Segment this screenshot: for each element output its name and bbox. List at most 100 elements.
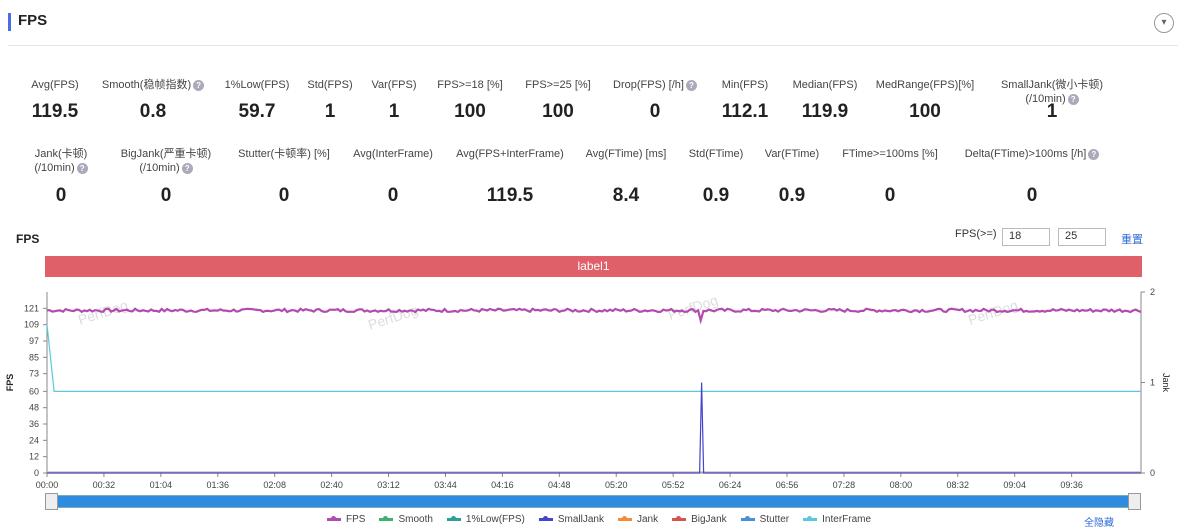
help-icon[interactable]: ? bbox=[1067, 94, 1079, 105]
legend-item-smooth[interactable]: Smooth bbox=[379, 514, 433, 525]
x-tick-label: 04:48 bbox=[548, 480, 571, 490]
x-tick-label: 06:24 bbox=[719, 480, 742, 490]
fps-threshold-input-1[interactable]: 18 bbox=[1002, 228, 1050, 246]
metric-metrics_row1-11: SmallJank(微小卡顿) (/10min)? 1 bbox=[972, 78, 1132, 122]
metric-label: Var(FPS) bbox=[371, 79, 417, 91]
metric-label: Avg(FTime) [ms] bbox=[585, 148, 667, 160]
metric-metrics_row2-2: Stutter(卡顿率) [%] 0 bbox=[204, 147, 364, 206]
legend-swatch bbox=[446, 515, 461, 521]
legend-item-1-low-fps-[interactable]: 1%Low(FPS) bbox=[446, 514, 525, 525]
time-range-slider[interactable] bbox=[48, 495, 1138, 508]
hide-all-button[interactable]: 全隐藏 bbox=[1084, 518, 1114, 528]
y2-axis-title: Jank bbox=[1161, 373, 1171, 393]
series-interframe-line bbox=[46, 324, 1141, 392]
x-tick-label: 05:52 bbox=[662, 480, 685, 490]
metric-metrics_row1-1: Smooth(稳帧指数)? 0.8 bbox=[73, 78, 233, 122]
metric-value: 0.8 bbox=[139, 101, 167, 122]
legend-swatch bbox=[672, 515, 687, 521]
panel-title: FPS bbox=[18, 12, 48, 29]
y-tick-label: 12 bbox=[29, 452, 39, 462]
metric-value: 100 bbox=[909, 101, 941, 122]
series-smalljank-line bbox=[47, 382, 1141, 474]
metric-label: Stutter(卡顿率) [%] bbox=[238, 148, 330, 160]
metric-metrics_row1-5: FPS>=18 [%] 100 bbox=[390, 78, 550, 122]
metric-label: Std(FTime) bbox=[688, 148, 744, 160]
metric-metrics_row1-6: FPS>=25 [%] 100 bbox=[478, 78, 638, 122]
chevron-down-icon[interactable]: ▾ bbox=[1154, 13, 1174, 33]
chart-title: FPS bbox=[16, 232, 40, 246]
legend-swatch bbox=[327, 515, 341, 521]
metric-metrics_row1-4: Var(FPS) 1 bbox=[314, 78, 474, 122]
x-tick-label: 03:44 bbox=[434, 480, 457, 490]
metric-label: BigJank(严重卡顿) (/10min)? bbox=[120, 148, 212, 174]
y-tick-label: 73 bbox=[29, 369, 39, 379]
slider-handle-left[interactable] bbox=[45, 493, 58, 510]
legend-item-bigjank[interactable]: BigJank bbox=[672, 514, 727, 525]
metric-label: Drop(FPS) [/h]? bbox=[575, 78, 735, 92]
x-tick-label: 06:56 bbox=[776, 480, 799, 490]
legend-item-stutter[interactable]: Stutter bbox=[740, 514, 789, 525]
metric-value: 0 bbox=[649, 101, 661, 122]
fps-threshold-input-2[interactable]: 25 bbox=[1058, 228, 1106, 246]
metric-value: 0 bbox=[884, 185, 896, 206]
metric-value: 1 bbox=[324, 101, 336, 122]
metric-label: Smooth(稳帧指数)? bbox=[73, 78, 233, 92]
metric-metrics_row2-0: Jank(卡顿) (/10min)? 0 bbox=[0, 147, 141, 206]
metric-metrics_row2-1: BigJank(严重卡顿) (/10min)? 0 bbox=[86, 147, 246, 206]
legend-item-smalljank[interactable]: SmallJank bbox=[538, 514, 604, 525]
legend-swatch bbox=[538, 515, 553, 521]
y2-tick-label: 2 bbox=[1150, 287, 1155, 297]
metric-value: 0 bbox=[160, 185, 172, 206]
metric-label: Var(FTime) bbox=[764, 148, 820, 160]
metric-metrics_row1-9: Median(FPS) 119.9 bbox=[745, 78, 905, 122]
slider-handle-right[interactable] bbox=[1128, 493, 1141, 510]
help-icon[interactable]: ? bbox=[181, 163, 193, 174]
x-tick-label: 01:36 bbox=[207, 480, 230, 490]
metric-value: 0 bbox=[1026, 185, 1038, 206]
y2-tick-label: 1 bbox=[1150, 378, 1155, 388]
metric-metrics_row1-7: Drop(FPS) [/h]? 0 bbox=[575, 78, 735, 122]
legend-swatch bbox=[617, 515, 632, 521]
metric-value: 1 bbox=[1046, 101, 1058, 122]
watermark-text: PerfDog bbox=[366, 302, 420, 333]
metric-metrics_row2-5: Avg(FTime) [ms] 8.4 bbox=[546, 147, 706, 206]
y2-tick-label: 0 bbox=[1150, 468, 1155, 478]
metric-value: 1 bbox=[388, 101, 400, 122]
fps-panel-header: FPS ▾ bbox=[8, 8, 1178, 46]
legend-item-fps[interactable]: FPS bbox=[327, 514, 365, 525]
metric-value: 119.9 bbox=[801, 101, 849, 122]
chart-legend: FPS Smooth 1%Low(FPS) SmallJank Jank BigJank S… bbox=[327, 514, 885, 528]
legend-swatch bbox=[803, 515, 818, 521]
metric-value: 8.4 bbox=[612, 185, 640, 206]
help-icon[interactable]: ? bbox=[685, 80, 697, 91]
x-tick-label: 03:12 bbox=[377, 480, 400, 490]
y-tick-label: 24 bbox=[29, 435, 39, 445]
legend-swatch bbox=[379, 515, 394, 521]
metric-metrics_row2-7: Var(FTime) 0.9 bbox=[712, 147, 872, 206]
metric-label: FPS>=25 [%] bbox=[525, 79, 591, 91]
help-icon[interactable]: ? bbox=[76, 163, 88, 174]
help-icon[interactable]: ? bbox=[193, 80, 205, 91]
reset-button[interactable]: 重置 bbox=[1121, 234, 1143, 246]
x-tick-label: 00:00 bbox=[36, 480, 59, 490]
metric-label: FTime>=100ms [%] bbox=[842, 148, 938, 160]
metric-value: 119.5 bbox=[486, 185, 534, 206]
legend-item-interframe[interactable]: InterFrame bbox=[803, 514, 871, 525]
legend-item-jank[interactable]: Jank bbox=[617, 514, 658, 525]
x-tick-label: 07:28 bbox=[833, 480, 856, 490]
metric-metrics_row1-8: Min(FPS) 112.1 bbox=[665, 78, 825, 122]
metric-metrics_row2-9: Delta(FTime)>100ms [/h]? 0 bbox=[952, 147, 1112, 206]
metric-value: 0.9 bbox=[778, 185, 806, 206]
metric-value: 0.9 bbox=[702, 185, 730, 206]
metric-label: Median(FPS) bbox=[792, 79, 858, 91]
metric-value: 119.5 bbox=[31, 101, 79, 122]
x-tick-label: 08:32 bbox=[947, 480, 970, 490]
series-fps-line bbox=[46, 307, 1142, 325]
fps-threshold-label: FPS(>=) bbox=[955, 228, 997, 240]
metric-label: FPS>=18 [%] bbox=[437, 79, 503, 91]
y-tick-label: 97 bbox=[29, 336, 39, 346]
x-tick-label: 05:20 bbox=[605, 480, 628, 490]
help-icon[interactable]: ? bbox=[1088, 149, 1100, 160]
label-band[interactable]: label1 bbox=[45, 256, 1142, 277]
